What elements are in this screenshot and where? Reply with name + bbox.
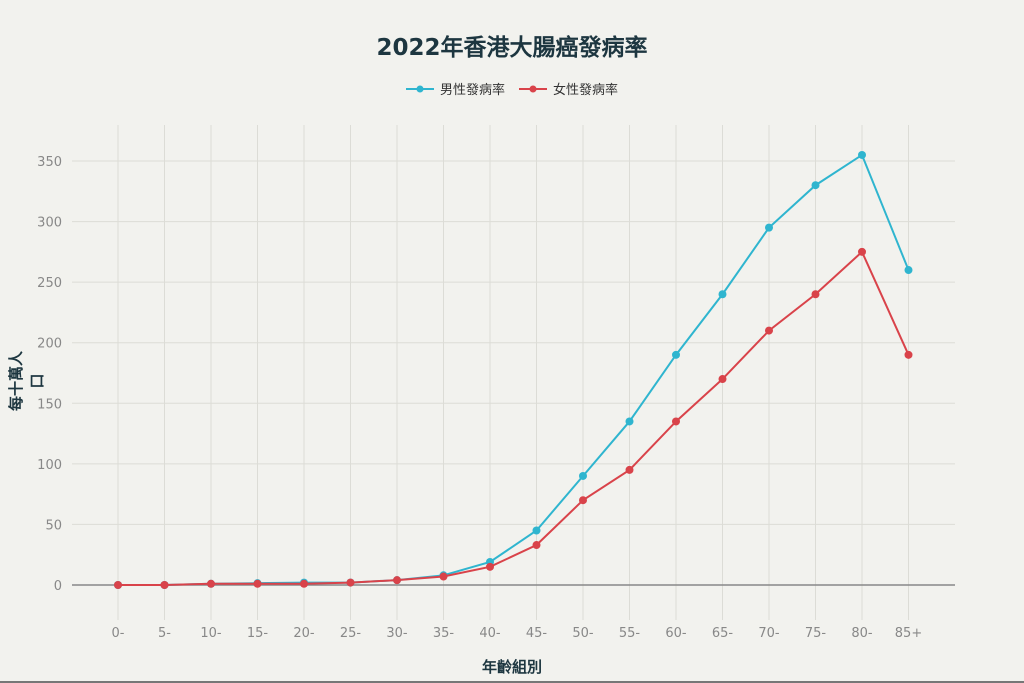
data-point <box>114 581 122 589</box>
data-point <box>579 471 587 480</box>
y-tick-label: 200 <box>37 337 62 352</box>
x-tick-label: 50- <box>572 626 594 641</box>
y-tick-label: 250 <box>37 276 62 291</box>
x-tick-label: 0- <box>112 626 125 641</box>
data-point <box>486 562 494 571</box>
legend: 男性發病率 女性發病率 <box>0 79 1024 98</box>
data-point <box>253 579 262 588</box>
x-tick-label: 25- <box>340 626 362 641</box>
data-point <box>672 417 680 426</box>
line-marker-icon <box>519 85 547 92</box>
data-point <box>300 579 308 588</box>
x-tick-label: 55- <box>619 626 641 641</box>
data-point <box>579 496 587 505</box>
y-tick-label: 350 <box>37 155 62 170</box>
legend-label-male: 男性發病率 <box>439 83 505 98</box>
x-tick-label: 30- <box>386 626 408 641</box>
data-point <box>718 290 727 299</box>
x-tick-label: 80- <box>851 626 873 641</box>
y-tick-label: 150 <box>37 397 62 412</box>
data-point <box>718 375 727 384</box>
data-point <box>765 326 773 335</box>
x-tick-label: 35- <box>433 626 455 641</box>
y-tick-label: 300 <box>37 216 62 231</box>
data-point <box>811 290 820 299</box>
legend-label-female: 女性發病率 <box>553 83 619 98</box>
data-point <box>858 247 866 256</box>
x-tick-label: 5- <box>158 626 171 641</box>
y-tick-label: 100 <box>37 458 62 473</box>
data-point <box>672 350 680 359</box>
x-tick-label: 75- <box>805 626 827 641</box>
x-tick-label: 65- <box>712 626 734 641</box>
data-point <box>346 578 355 587</box>
data-point <box>904 266 913 275</box>
x-tick-label: 10- <box>200 626 222 641</box>
line-marker-icon <box>405 85 434 92</box>
x-tick-label: 60- <box>665 626 687 641</box>
data-point <box>625 465 634 474</box>
data-point <box>625 417 634 426</box>
x-tick-label: 70- <box>758 626 780 641</box>
x-tick-label: 45- <box>526 626 548 641</box>
data-point <box>532 526 541 535</box>
y-tick-label: 0 <box>54 579 62 594</box>
data-point <box>439 572 448 581</box>
series-line-0 <box>118 153 910 586</box>
chart-title: 2022年香港大腸癌發病率 <box>376 35 648 61</box>
data-point <box>858 150 866 159</box>
data-point <box>904 350 913 359</box>
data-point <box>393 576 401 585</box>
legend-item-male[interactable]: 男性發病率 <box>405 79 505 98</box>
data-point <box>207 579 215 588</box>
data-point <box>532 541 541 550</box>
series-line-1 <box>118 250 910 586</box>
y-tick-label: 50 <box>45 518 62 533</box>
x-tick-label: 20- <box>293 626 315 641</box>
x-tick-label: 40- <box>479 626 501 641</box>
legend-item-female[interactable]: 女性發病率 <box>519 79 618 98</box>
data-point <box>160 581 169 589</box>
x-axis-label: 年齡組別 <box>481 658 542 676</box>
x-tick-label: 85+ <box>895 626 922 641</box>
x-tick-label: 15- <box>247 626 269 641</box>
data-point <box>811 181 820 190</box>
data-point <box>765 223 773 232</box>
